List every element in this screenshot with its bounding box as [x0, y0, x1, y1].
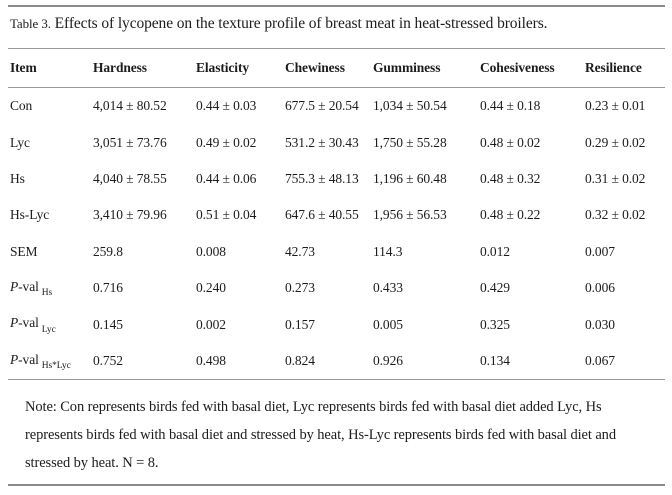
table-cell: 0.429: [480, 280, 510, 296]
row-label: Con: [10, 98, 33, 114]
table-cell: 0.134: [480, 352, 510, 368]
table-row: P-val Hs 0.716 0.240 0.273 0.433 0.429 0.…: [8, 270, 665, 306]
table-cell: 0.273: [285, 280, 315, 296]
table-cell: 0.48 ± 0.32: [480, 170, 541, 186]
table-caption-text: Effects of lycopene on the texture profi…: [54, 15, 548, 32]
table-cell: 0.433: [373, 280, 403, 296]
table-cell: 0.51 ± 0.04: [196, 207, 257, 223]
table-cell: 0.157: [285, 316, 315, 332]
table-cell: 0.23 ± 0.01: [585, 98, 646, 114]
column-header-item: Item: [10, 60, 37, 75]
table-cell: 0.29 ± 0.02: [585, 134, 646, 150]
pval-prefix: P: [10, 315, 19, 331]
column-header-resilience: Resilience: [585, 60, 642, 75]
column-header-hardness: Hardness: [93, 60, 147, 75]
table-cell: 0.240: [196, 280, 226, 296]
table-cell: 0.008: [196, 243, 226, 259]
table-cell: 0.44 ± 0.18: [480, 98, 541, 114]
pval-mid: -val: [18, 351, 39, 367]
row-label: SEM: [10, 243, 38, 259]
table-cell: 755.3 ± 48.13: [285, 170, 359, 186]
table-cell: 0.49 ± 0.02: [196, 134, 257, 150]
table-cell: 0.752: [93, 352, 123, 368]
table-cell: 0.012: [480, 243, 510, 259]
table-caption-label: Table 3.: [10, 16, 51, 31]
pval-mid: -val: [18, 315, 39, 331]
table-row: SEM 259.8 0.008 42.73 114.3 0.012 0.007: [8, 234, 665, 270]
table-cell: 0.48 ± 0.22: [480, 207, 541, 223]
table-cell: 259.8: [93, 243, 123, 259]
table-cell: 677.5 ± 20.54: [285, 98, 359, 114]
top-rule: [8, 5, 665, 7]
table-row: Hs 4,040 ± 78.55 0.44 ± 0.06 755.3 ± 48.…: [8, 161, 665, 197]
table-cell: 114.3: [373, 243, 403, 259]
table-cell: 0.498: [196, 352, 226, 368]
column-header-cohesiveness: Cohesiveness: [480, 60, 555, 75]
pval-prefix: P: [10, 351, 19, 367]
table-cell: 0.030: [585, 316, 615, 332]
table-row: Lyc 3,051 ± 73.76 0.49 ± 0.02 531.2 ± 30…: [8, 124, 665, 160]
table-cell: 0.44 ± 0.06: [196, 170, 257, 186]
table-cell: 0.006: [585, 280, 615, 296]
pval-subscript: Hs*Lyc: [41, 361, 71, 372]
table-cell: 0.824: [285, 352, 315, 368]
pval-mid: -val: [18, 278, 39, 294]
table-cell: 3,410 ± 79.96: [93, 207, 167, 223]
table-row: P-val Hs*Lyc 0.752 0.498 0.824 0.926 0.13…: [8, 343, 665, 379]
table-header-row: Item Hardness Elasticity Chewiness Gummi…: [8, 49, 665, 87]
row-label: Lyc: [10, 134, 30, 150]
table-cell: 1,750 ± 55.28: [373, 134, 447, 150]
row-label-pval-hs-lyc: P-val Hs*Lyc: [10, 351, 93, 372]
pval-subscript: Lyc: [41, 324, 56, 335]
table-row: Hs-Lyc 3,410 ± 79.96 0.51 ± 0.04 647.6 ±…: [8, 197, 665, 233]
column-header-gumminess: Gumminess: [373, 60, 441, 75]
column-header-elasticity: Elasticity: [196, 60, 249, 75]
table-row: Con 4,014 ± 80.52 0.44 ± 0.03 677.5 ± 20…: [8, 88, 665, 124]
pval-prefix: P: [10, 278, 19, 294]
row-label-pval-hs: P-val Hs: [10, 278, 93, 299]
column-header-chewiness: Chewiness: [285, 60, 345, 75]
table-cell: 0.32 ± 0.02: [585, 207, 646, 223]
table-cell: 0.005: [373, 316, 403, 332]
table-body: Con 4,014 ± 80.52 0.44 ± 0.03 677.5 ± 20…: [8, 88, 665, 379]
table-cell: 647.6 ± 40.55: [285, 207, 359, 223]
table-cell: 1,034 ± 50.54: [373, 98, 447, 114]
table-cell: 1,196 ± 60.48: [373, 170, 447, 186]
table-cell: 0.44 ± 0.03: [196, 98, 257, 114]
header-rule: [8, 87, 665, 88]
note-text: Note: Con represents birds fed with basa…: [25, 399, 616, 472]
table-cell: 0.716: [93, 280, 123, 296]
table-cell: 0.31 ± 0.02: [585, 170, 646, 186]
table-cell: 0.007: [585, 243, 615, 259]
table-cell: 3,051 ± 73.76: [93, 134, 167, 150]
table-cell: 4,014 ± 80.52: [93, 98, 167, 114]
table-bottom-rule: [8, 379, 665, 381]
pval-subscript: Hs: [41, 288, 53, 299]
table-cell: 0.926: [373, 352, 403, 368]
table-cell: 0.325: [480, 316, 510, 332]
table-cell: 0.002: [196, 316, 226, 332]
table-cell: 0.145: [93, 316, 123, 332]
table-cell: 531.2 ± 30.43: [285, 134, 359, 150]
table-cell: 4,040 ± 78.55: [93, 170, 167, 186]
row-label: Hs: [10, 170, 25, 186]
table-cell: 0.48 ± 0.02: [480, 134, 541, 150]
page-bottom-rule: [8, 484, 665, 487]
table-cell: 0.067: [585, 352, 615, 368]
table-cell: 1,956 ± 56.53: [373, 207, 447, 223]
table-row: P-val Lyc 0.145 0.002 0.157 0.005 0.325 0…: [8, 306, 665, 342]
table-cell: 42.73: [285, 243, 315, 259]
row-label: Hs-Lyc: [10, 207, 50, 223]
table-caption: Table 3. Effects of lycopene on the text…: [10, 14, 665, 34]
row-label-pval-lyc: P-val Lyc: [10, 315, 93, 335]
caption-rule: [8, 48, 665, 49]
